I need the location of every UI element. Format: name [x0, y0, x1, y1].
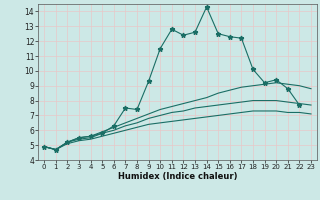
X-axis label: Humidex (Indice chaleur): Humidex (Indice chaleur)	[118, 172, 237, 181]
